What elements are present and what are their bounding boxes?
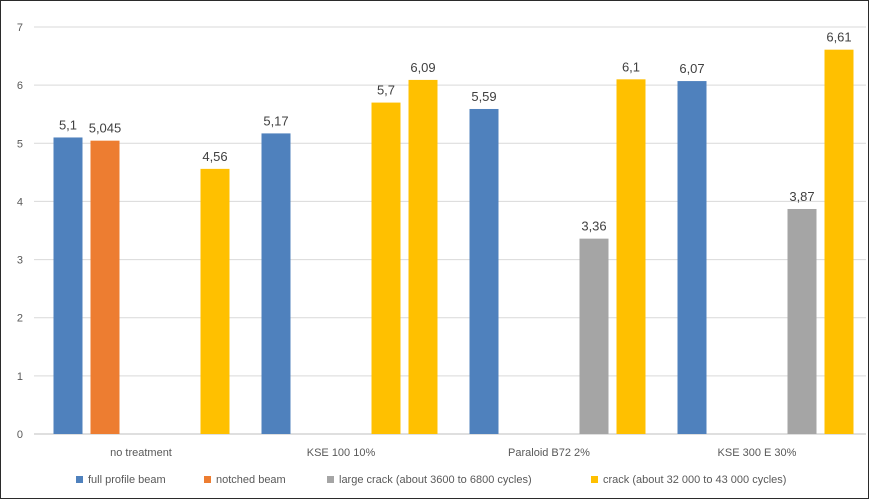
data-label-full-0: 5,1 <box>59 117 77 132</box>
data-label-full-3: 6,07 <box>679 61 704 76</box>
bar-full-2 <box>469 108 499 434</box>
data-label-large-3: 3,87 <box>789 189 814 204</box>
legend-label: crack (about 32 000 to 43 000 cycles) <box>603 474 786 486</box>
bar-crack-1 <box>408 79 438 434</box>
data-label-crack-2: 6,1 <box>622 59 640 74</box>
data-label-full-2: 5,59 <box>471 89 496 104</box>
y-tick-label: 7 <box>17 22 23 34</box>
bar-extra-1 <box>371 102 401 434</box>
bar-notched-0 <box>90 140 120 434</box>
legend-swatch <box>327 476 334 483</box>
category-label: Paraloid B72 2% <box>508 447 590 459</box>
bar-full-3 <box>677 81 707 434</box>
data-label-notched-0: 5,045 <box>89 121 122 136</box>
legend-label: full profile beam <box>88 474 166 486</box>
bar-crack-0 <box>200 168 230 434</box>
data-label-crack-1: 6,09 <box>410 60 435 75</box>
bar-large-3 <box>787 208 817 434</box>
y-tick-label: 6 <box>17 80 23 92</box>
bar-full-0 <box>53 137 83 434</box>
y-tick-label: 5 <box>17 138 23 150</box>
legend-label: large crack (about 3600 to 6800 cycles) <box>339 474 532 486</box>
bar-crack-2 <box>616 79 646 434</box>
bar-crack-3 <box>824 49 854 434</box>
legend-label: notched beam <box>216 474 286 486</box>
data-label-crack-3: 6,61 <box>826 30 851 45</box>
y-tick-label: 2 <box>17 313 23 325</box>
category-label: no treatment <box>110 447 172 459</box>
category-label: KSE 100 10% <box>307 447 376 459</box>
data-label-extra-1: 5,7 <box>377 83 395 98</box>
y-tick-label: 3 <box>17 255 23 267</box>
y-tick-label: 1 <box>17 371 23 383</box>
y-tick-label: 0 <box>17 429 23 441</box>
bar-full-1 <box>261 133 291 434</box>
bar-large-2 <box>579 238 609 434</box>
y-tick-label: 4 <box>17 196 23 208</box>
data-label-full-1: 5,17 <box>263 113 288 128</box>
category-label: KSE 300 E 30% <box>718 447 797 459</box>
data-label-crack-0: 4,56 <box>202 149 227 164</box>
legend-swatch <box>591 476 598 483</box>
legend-swatch <box>76 476 83 483</box>
legend-swatch <box>204 476 211 483</box>
data-label-large-2: 3,36 <box>581 219 606 234</box>
